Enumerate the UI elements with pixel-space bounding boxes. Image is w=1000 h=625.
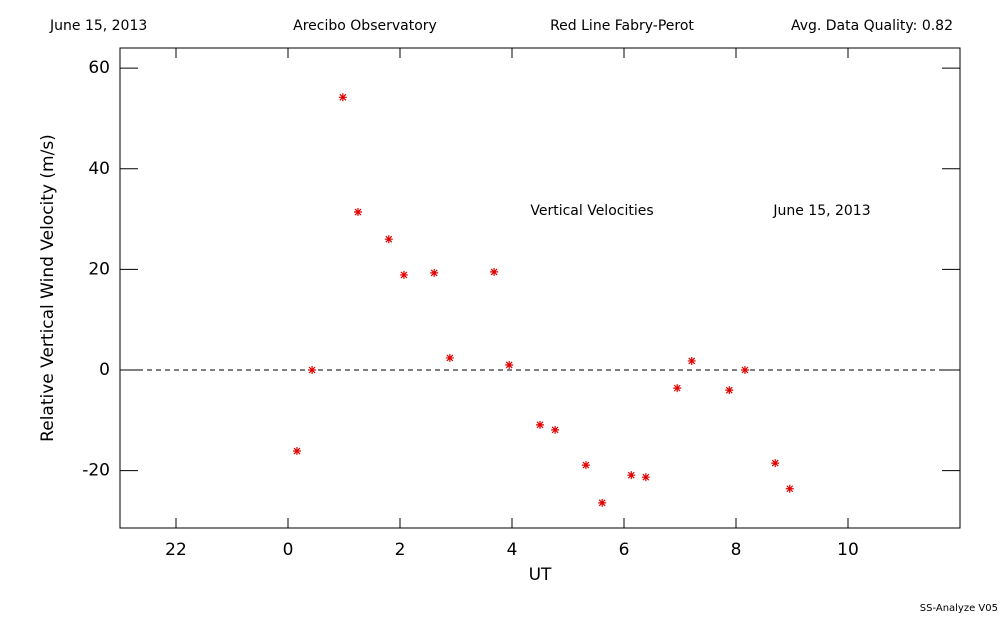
data-point	[740, 366, 749, 375]
y-tick-label: 20	[88, 259, 110, 279]
data-point	[354, 208, 362, 217]
y-tick-label: -20	[82, 461, 110, 481]
data-point	[598, 498, 607, 507]
data-point	[490, 267, 499, 276]
header-site: Arecibo Observatory	[293, 18, 437, 34]
data-point	[581, 461, 590, 470]
data-point	[641, 473, 650, 482]
data-point	[725, 386, 734, 395]
data-point	[771, 459, 780, 468]
x-tick-label: 10	[837, 540, 859, 560]
data-point	[399, 270, 408, 279]
data-point	[445, 353, 454, 362]
x-axis-label: UT	[529, 565, 552, 585]
y-tick-label: 60	[88, 58, 110, 78]
annotation: June 15, 2013	[772, 203, 870, 219]
header-quality: Avg. Data Quality: 0.82	[791, 18, 953, 34]
plot-frame	[119, 47, 961, 529]
header-date: June 15, 2013	[49, 18, 147, 34]
data-point	[292, 447, 301, 456]
y-tick-label: 40	[88, 159, 110, 179]
data-point	[551, 425, 560, 434]
x-tick-label: 8	[731, 540, 742, 560]
y-axis-label: Relative Vertical Wind Velocity (m/s)	[38, 134, 58, 442]
data-point	[308, 366, 317, 375]
data-point	[627, 471, 636, 480]
data-point	[338, 93, 347, 102]
x-tick-label: 6	[619, 540, 630, 560]
data-point	[785, 484, 794, 493]
footer: SS-Analyze V05	[920, 603, 998, 614]
x-tick-label: 4	[507, 540, 518, 560]
data-point	[673, 384, 682, 393]
data-point	[430, 268, 439, 277]
x-tick-label: 0	[283, 540, 294, 560]
data-point	[505, 360, 514, 369]
annotation: Vertical Velocities	[530, 203, 653, 219]
data-point	[536, 420, 544, 429]
header-instrument: Red Line Fabry-Perot	[550, 18, 694, 34]
x-tick-label: 2	[395, 540, 406, 560]
data-point	[384, 235, 393, 244]
y-tick-label: 0	[99, 360, 110, 380]
data-point	[687, 356, 696, 365]
x-tick-label: 22	[165, 540, 187, 560]
